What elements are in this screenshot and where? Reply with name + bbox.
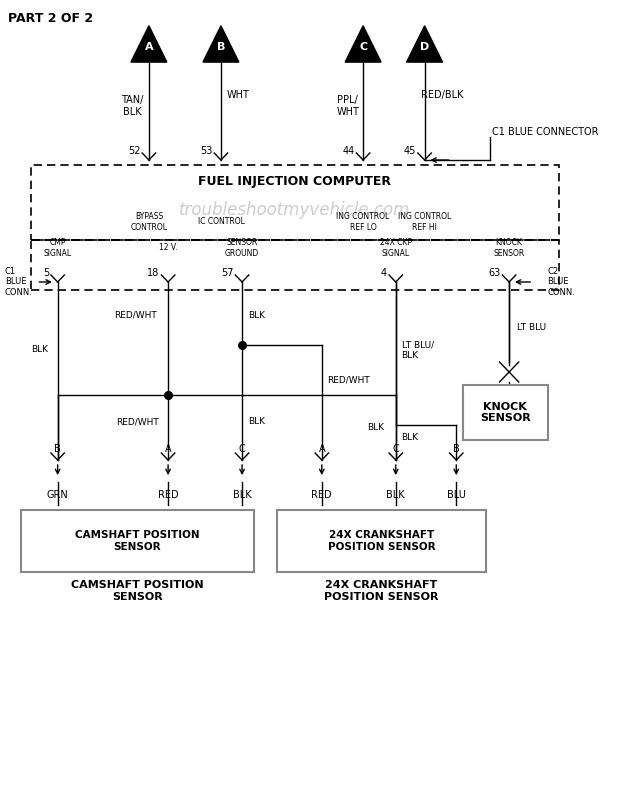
Polygon shape [203, 26, 239, 62]
Text: BLK: BLK [367, 423, 384, 433]
Bar [21, 510, 253, 572]
Text: C1
BLUE
CONN.: C1 BLUE CONN. [5, 267, 33, 297]
Text: C2
BLUE
CONN.: C2 BLUE CONN. [548, 267, 575, 297]
Text: 63: 63 [488, 268, 501, 278]
Text: C: C [359, 42, 367, 52]
Text: TAN/
BLK: TAN/ BLK [121, 95, 144, 117]
Bar [463, 385, 548, 440]
Text: ING CONTROL
REF HI: ING CONTROL REF HI [398, 212, 451, 232]
Text: 24X CKP
SIGNAL: 24X CKP SIGNAL [379, 238, 412, 258]
Text: PPL/
WHT: PPL/ WHT [336, 95, 359, 117]
Text: B: B [54, 444, 61, 454]
Text: 4: 4 [381, 268, 387, 278]
Text: RED/BLK: RED/BLK [421, 90, 463, 100]
Text: BLK: BLK [248, 418, 265, 426]
Text: RED: RED [158, 490, 179, 500]
Text: CMP
SIGNAL: CMP SIGNAL [44, 238, 72, 258]
Text: B: B [453, 444, 460, 454]
Text: ING CONTROL
REF LO: ING CONTROL REF LO [336, 212, 390, 232]
Text: 57: 57 [221, 268, 234, 278]
Text: C1 BLUE CONNECTOR: C1 BLUE CONNECTOR [492, 127, 598, 137]
Text: CAMSHAFT POSITION
SENSOR: CAMSHAFT POSITION SENSOR [75, 530, 200, 552]
Text: RED/WHT: RED/WHT [328, 375, 370, 385]
Text: BLK: BLK [386, 490, 405, 500]
Text: 5: 5 [43, 268, 49, 278]
Text: 24X CRANKSHAFT
POSITION SENSOR: 24X CRANKSHAFT POSITION SENSOR [324, 580, 439, 602]
Text: troubleshootmyvehicle.com: troubleshootmyvehicle.com [179, 201, 410, 219]
Text: BYPASS
CONTROL: BYPASS CONTROL [130, 212, 167, 232]
Text: FUEL INJECTION COMPUTER: FUEL INJECTION COMPUTER [198, 175, 391, 189]
Text: 44: 44 [342, 146, 355, 156]
Bar [31, 165, 559, 240]
Text: LT BLU/
BLK: LT BLU/ BLK [402, 340, 434, 360]
Text: GRN: GRN [47, 490, 69, 500]
Text: A: A [165, 444, 171, 454]
Text: KNOCK
SENSOR: KNOCK SENSOR [480, 402, 531, 423]
Text: 45: 45 [404, 146, 416, 156]
Text: BLK: BLK [248, 310, 265, 319]
Text: PART 2 OF 2: PART 2 OF 2 [7, 12, 93, 25]
Polygon shape [407, 26, 442, 62]
Text: LT BLU: LT BLU [517, 323, 546, 333]
Text: KNOCK
SENSOR: KNOCK SENSOR [494, 238, 525, 258]
Text: C: C [392, 444, 399, 454]
Polygon shape [345, 26, 381, 62]
Text: SENSOR
GROUND: SENSOR GROUND [225, 238, 259, 258]
Text: 24X CRANKSHAFT
POSITION SENSOR: 24X CRANKSHAFT POSITION SENSOR [328, 530, 435, 552]
Text: BLK: BLK [233, 490, 252, 500]
Polygon shape [131, 26, 167, 62]
Text: WHT: WHT [227, 90, 250, 100]
Text: IC CONTROL: IC CONTROL [198, 218, 244, 226]
Text: RED/WHT: RED/WHT [116, 418, 158, 426]
Text: C: C [239, 444, 245, 454]
Text: 52: 52 [128, 146, 140, 156]
Text: BLK: BLK [31, 346, 48, 354]
Text: RED: RED [311, 490, 332, 500]
Bar [277, 510, 486, 572]
Text: 18: 18 [147, 268, 159, 278]
Text: 53: 53 [200, 146, 213, 156]
Text: A: A [145, 42, 153, 52]
Text: 12 V.: 12 V. [159, 243, 177, 253]
Text: BLU: BLU [447, 490, 466, 500]
Bar [31, 240, 559, 290]
Text: D: D [420, 42, 430, 52]
Text: B: B [217, 42, 225, 52]
Text: RED/WHT: RED/WHT [114, 310, 156, 319]
Text: CAMSHAFT POSITION
SENSOR: CAMSHAFT POSITION SENSOR [71, 580, 204, 602]
Text: BLK: BLK [402, 434, 418, 442]
Text: A: A [318, 444, 325, 454]
